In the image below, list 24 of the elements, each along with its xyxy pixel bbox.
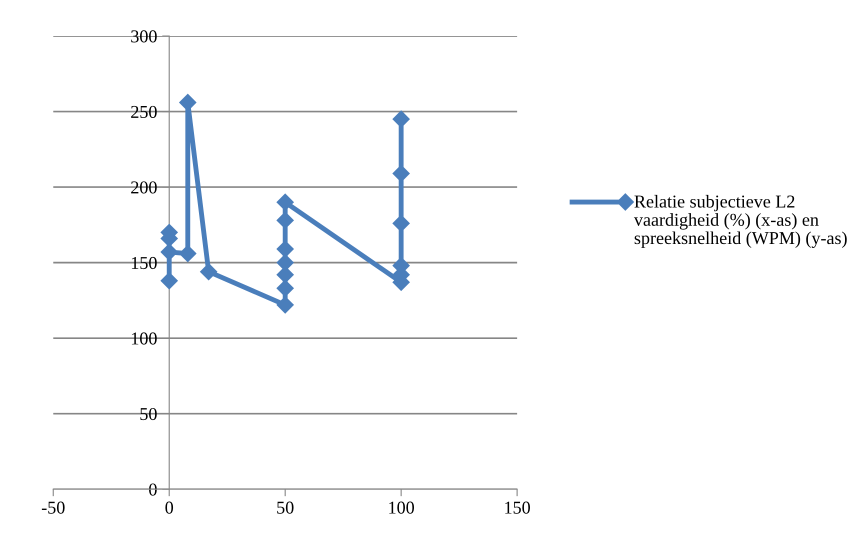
- point: [276, 296, 294, 314]
- y-tick-label: 150: [132, 256, 157, 270]
- y-tick-label: 50: [140, 408, 157, 420]
- x-tick-label: -50: [42, 502, 65, 514]
- y-tick-label: 0: [149, 483, 157, 496]
- x-tick-label: 0: [165, 502, 174, 514]
- point: [276, 280, 294, 297]
- y-tick-label: 300: [131, 30, 157, 42]
- point: [276, 194, 294, 211]
- point: [392, 110, 410, 128]
- point: [276, 212, 294, 229]
- point: [160, 244, 178, 261]
- point: [392, 214, 410, 232]
- point: [179, 245, 196, 262]
- legend-label: Relatie subjectieve L2 vaardigheid (%) (x-as) en spreeksnelheid (WPM) (y-as): [634, 194, 847, 248]
- x-tick-label: 100: [389, 502, 414, 514]
- point: [160, 272, 178, 290]
- x-tick-label: 150: [505, 502, 530, 514]
- y-tick-label: 200: [131, 181, 157, 194]
- point: [200, 263, 218, 280]
- x-tick-label: 50: [277, 502, 294, 514]
- y-tick-label: 250: [131, 106, 157, 118]
- y-tick-label: 100: [132, 332, 157, 345]
- point: [392, 164, 410, 182]
